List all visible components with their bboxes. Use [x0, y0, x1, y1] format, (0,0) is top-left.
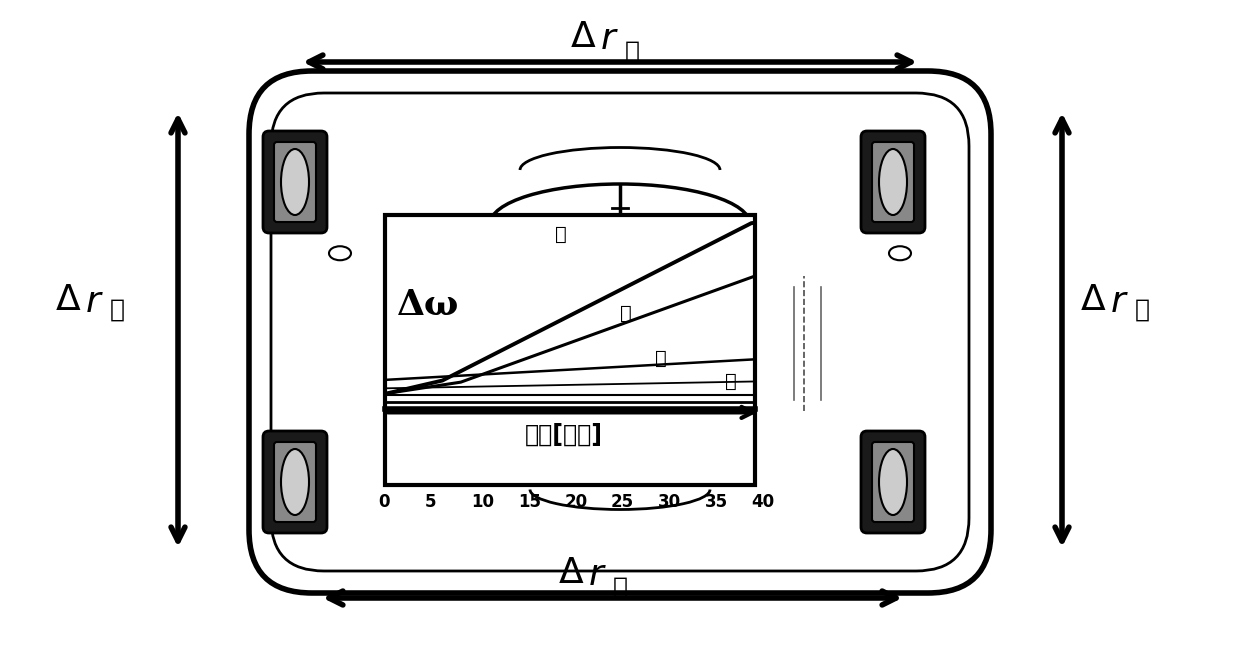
Text: 右: 右	[620, 304, 631, 323]
FancyBboxPatch shape	[272, 93, 968, 571]
Text: 0: 0	[378, 493, 389, 511]
Text: 5: 5	[424, 493, 436, 511]
Text: 左: 左	[655, 349, 667, 368]
FancyBboxPatch shape	[263, 431, 327, 533]
FancyBboxPatch shape	[274, 142, 316, 222]
Text: 15: 15	[518, 493, 541, 511]
Bar	[384, 215, 755, 485]
Text: $r$: $r$	[600, 22, 619, 56]
Text: 后: 后	[1135, 298, 1149, 322]
Ellipse shape	[281, 449, 309, 515]
FancyBboxPatch shape	[872, 142, 914, 222]
Text: Δω: Δω	[397, 288, 459, 322]
Text: $\Delta$: $\Delta$	[570, 20, 596, 54]
Text: 左: 左	[613, 576, 627, 600]
Text: $\Delta$: $\Delta$	[558, 556, 584, 590]
Ellipse shape	[889, 246, 911, 260]
Ellipse shape	[281, 149, 309, 215]
Text: $r$: $r$	[588, 558, 606, 592]
Text: 后: 后	[725, 372, 737, 391]
Ellipse shape	[879, 149, 906, 215]
FancyBboxPatch shape	[249, 71, 991, 593]
Text: 25: 25	[611, 493, 634, 511]
Text: 时间[分锄]: 时间[分锄]	[525, 423, 603, 447]
Text: 10: 10	[471, 493, 495, 511]
FancyBboxPatch shape	[274, 442, 316, 522]
Text: 30: 30	[657, 493, 681, 511]
Text: $\Delta$: $\Delta$	[1080, 283, 1106, 317]
FancyBboxPatch shape	[861, 131, 925, 233]
Text: 20: 20	[564, 493, 588, 511]
Text: 前: 前	[556, 225, 567, 244]
Ellipse shape	[299, 121, 941, 543]
Ellipse shape	[879, 449, 906, 515]
FancyBboxPatch shape	[263, 131, 327, 233]
FancyBboxPatch shape	[872, 442, 914, 522]
Text: $\Delta$: $\Delta$	[55, 283, 82, 317]
Ellipse shape	[329, 246, 351, 260]
FancyBboxPatch shape	[861, 431, 925, 533]
Text: 右: 右	[625, 40, 640, 64]
Text: 40: 40	[751, 493, 774, 511]
Text: 35: 35	[704, 493, 728, 511]
Text: $r$: $r$	[86, 285, 104, 319]
Ellipse shape	[285, 107, 955, 557]
Text: 前: 前	[110, 298, 125, 322]
Text: $r$: $r$	[1110, 285, 1128, 319]
